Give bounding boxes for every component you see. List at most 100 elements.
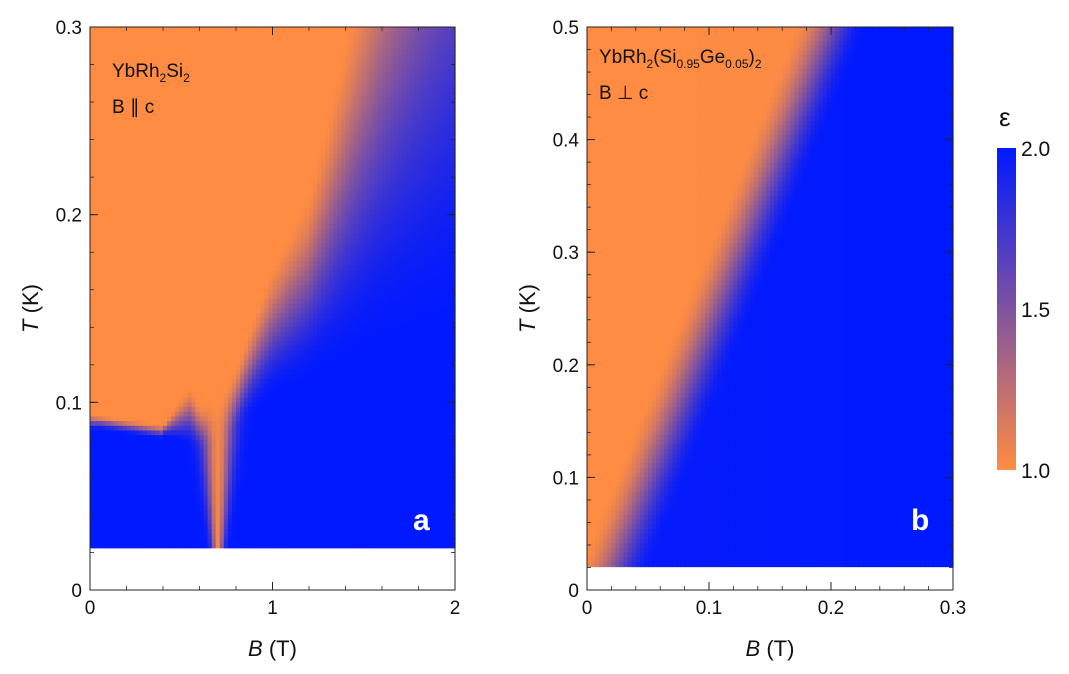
heatmap-cell (227, 242, 233, 249)
heatmap-cell (171, 247, 176, 253)
heatmap-cell (150, 97, 156, 103)
heatmap-cell (231, 106, 237, 113)
heatmap-cell (341, 242, 347, 249)
heatmap-cell (426, 214, 432, 220)
heatmap-cell (207, 181, 213, 188)
heatmap-cell (438, 64, 444, 70)
heatmap-cell (300, 280, 306, 286)
heatmap-cell (199, 256, 205, 263)
heatmap-cell (252, 285, 257, 291)
heatmap-cell (402, 209, 407, 216)
heatmap-cell (434, 256, 440, 263)
heatmap-cell (292, 252, 298, 258)
heatmap-cell (244, 87, 249, 94)
heatmap-cell (134, 92, 140, 98)
heatmap-cell (317, 106, 322, 113)
heatmap-cell (256, 92, 261, 98)
heatmap-cell (284, 167, 290, 174)
heatmap-cell (215, 238, 221, 244)
heatmap-cell (248, 275, 253, 281)
heatmap-cell (223, 261, 229, 267)
heatmap-cell (329, 270, 334, 277)
heatmap-cell (94, 256, 99, 263)
heatmap-cell (126, 238, 132, 244)
heatmap-cell (373, 266, 379, 272)
heatmap-cell (252, 200, 257, 206)
heatmap-cell (191, 219, 197, 225)
heatmap-cell (122, 27, 128, 33)
heatmap-cell (414, 139, 420, 145)
heatmap-cell (402, 111, 407, 117)
heatmap-cell (438, 111, 444, 117)
heatmap-cell (438, 242, 444, 249)
heatmap-cell (130, 41, 136, 47)
heatmap-cell (175, 69, 180, 75)
heatmap-cell (211, 209, 217, 216)
heatmap-cell (158, 214, 164, 220)
heatmap-cell (292, 41, 298, 47)
heatmap-cell (191, 97, 197, 103)
heatmap-cell (150, 45, 156, 52)
heatmap-cell (272, 144, 278, 150)
heatmap-cell (394, 233, 399, 239)
heatmap-cell (309, 195, 314, 202)
heatmap-cell (341, 36, 347, 42)
heatmap-cell (171, 214, 176, 220)
heatmap-cell (410, 41, 416, 47)
heatmap-cell (402, 139, 407, 145)
heatmap-cell (158, 167, 164, 174)
heatmap-cell (442, 87, 448, 94)
heatmap-cell (163, 31, 168, 37)
heatmap-cell (126, 50, 132, 56)
heatmap-cell (296, 55, 302, 61)
heatmap-cell (167, 275, 172, 281)
heatmap-cell (353, 158, 359, 164)
heatmap-cell (171, 148, 176, 155)
heatmap-cell (236, 87, 241, 94)
heatmap-cell (442, 266, 448, 272)
heatmap-cell (150, 73, 156, 80)
heatmap-cell (361, 73, 367, 80)
heatmap-cell (231, 167, 237, 174)
heatmap-cell (276, 50, 282, 56)
heatmap-cell (195, 163, 201, 169)
heatmap-cell (438, 172, 444, 178)
heatmap-cell (179, 27, 184, 33)
heatmap-cell (256, 148, 261, 155)
heatmap-cell (98, 224, 103, 230)
heatmap-cell (179, 252, 184, 258)
heatmap-cell (146, 242, 152, 249)
heatmap-cell (337, 102, 343, 108)
heatmap-cell (357, 125, 363, 131)
heatmap-cell (288, 69, 294, 75)
heatmap-cell (248, 186, 253, 192)
heatmap-cell (345, 247, 351, 253)
heatmap-cell (426, 219, 432, 225)
heatmap-cell (122, 252, 128, 258)
heatmap-cell (223, 153, 229, 159)
heatmap-cell (244, 205, 249, 211)
heatmap-cell (284, 87, 290, 94)
heatmap-cell (102, 167, 107, 174)
heatmap-cell (345, 120, 351, 127)
heatmap-cell (434, 144, 440, 150)
heatmap-cell (215, 59, 221, 66)
heatmap-cell (264, 209, 270, 216)
heatmap-cell (134, 36, 140, 42)
heatmap-cell (296, 120, 302, 127)
heatmap-cell (325, 27, 330, 33)
heatmap-cell (227, 252, 233, 258)
heatmap-cell (187, 120, 192, 127)
heatmap-cell (199, 31, 205, 37)
heatmap-cell (248, 148, 253, 155)
heatmap-cell (154, 148, 160, 155)
heatmap-cell (365, 181, 371, 188)
heatmap-cell (236, 97, 241, 103)
heatmap-cell (353, 252, 359, 258)
heatmap-cell (260, 200, 265, 206)
heatmap-cell (321, 134, 326, 141)
heatmap-cell (187, 55, 192, 61)
heatmap-cell (110, 266, 115, 272)
heatmap-cell (236, 64, 241, 70)
heatmap-cell (98, 139, 103, 145)
